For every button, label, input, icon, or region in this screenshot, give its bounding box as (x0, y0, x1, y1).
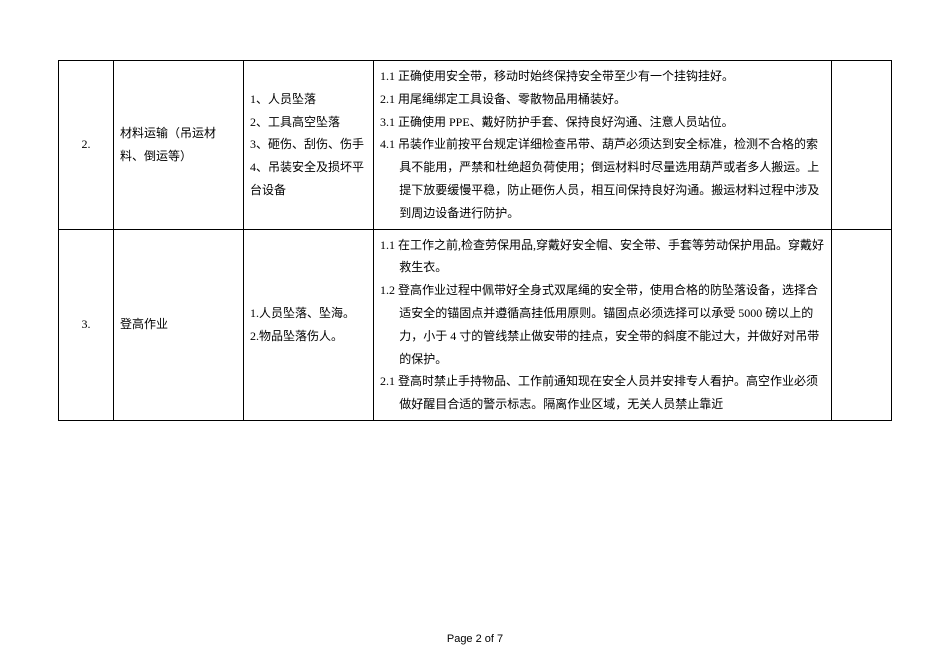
measure-item: 2.1 登高时禁止手持物品、工作前通知现在安全人员并安排专人看护。高空作业必须做… (380, 370, 825, 416)
row-number: 3. (59, 229, 114, 420)
task-cell: 登高作业 (114, 229, 244, 420)
hazard-cell: 1.人员坠落、坠海。 2.物品坠落伤人。 (244, 229, 374, 420)
measure-item: 2.1 用尾绳绑定工具设备、零散物品用桶装好。 (380, 88, 825, 111)
document-page: 2. 材料运输（吊运材料、倒运等） 1、人员坠落 2、工具高空坠落 3、砸伤、刮… (0, 0, 950, 672)
hazard-table: 2. 材料运输（吊运材料、倒运等） 1、人员坠落 2、工具高空坠落 3、砸伤、刮… (58, 60, 892, 421)
extra-cell (832, 229, 892, 420)
table-row: 2. 材料运输（吊运材料、倒运等） 1、人员坠落 2、工具高空坠落 3、砸伤、刮… (59, 61, 892, 230)
hazard-item: 2.物品坠落伤人。 (250, 325, 367, 348)
hazard-item: 3、砸伤、刮伤、伤手 (250, 133, 367, 156)
measure-cell: 1.1 正确使用安全带，移动时始终保持安全带至少有一个挂钩挂好。 2.1 用尾绳… (374, 61, 832, 230)
hazard-item: 1、人员坠落 (250, 88, 367, 111)
hazard-cell: 1、人员坠落 2、工具高空坠落 3、砸伤、刮伤、伤手 4、吊装安全及损坏平台设备 (244, 61, 374, 230)
hazard-item: 4、吊装安全及损坏平台设备 (250, 156, 367, 202)
measure-item: 1.1 正确使用安全带，移动时始终保持安全带至少有一个挂钩挂好。 (380, 65, 825, 88)
hazard-item: 1.人员坠落、坠海。 (250, 302, 367, 325)
measure-item: 3.1 正确使用 PPE、戴好防护手套、保持良好沟通、注意人员站位。 (380, 111, 825, 134)
measure-item: 4.1 吊装作业前按平台规定详细检查吊带、葫芦必须达到安全标准，检测不合格的索具… (380, 133, 825, 224)
measure-cell: 1.1 在工作之前,检查劳保用品,穿戴好安全帽、安全带、手套等劳动保护用品。穿戴… (374, 229, 832, 420)
measure-item: 1.1 在工作之前,检查劳保用品,穿戴好安全帽、安全带、手套等劳动保护用品。穿戴… (380, 234, 825, 280)
extra-cell (832, 61, 892, 230)
page-footer: Page 2 of 7 (0, 629, 950, 650)
task-cell: 材料运输（吊运材料、倒运等） (114, 61, 244, 230)
hazard-item: 2、工具高空坠落 (250, 111, 367, 134)
table-row: 3. 登高作业 1.人员坠落、坠海。 2.物品坠落伤人。 1.1 在工作之前,检… (59, 229, 892, 420)
measure-item: 1.2 登高作业过程中佩带好全身式双尾绳的安全带，使用合格的防坠落设备，选择合适… (380, 279, 825, 370)
row-number: 2. (59, 61, 114, 230)
